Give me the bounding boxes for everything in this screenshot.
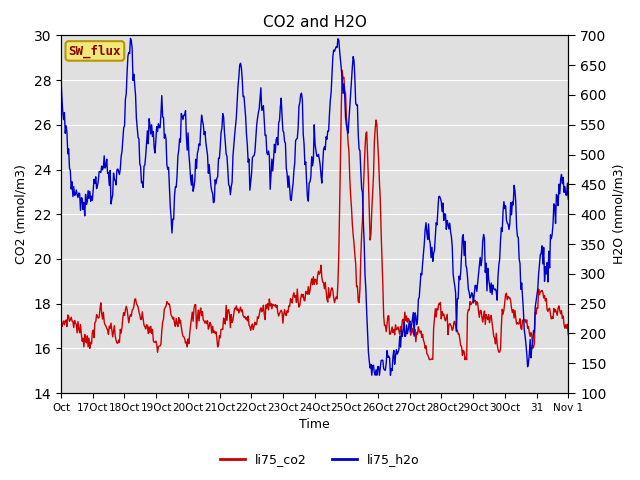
- li75_h2o: [287, 198, 295, 204]
- Y-axis label: CO2 (mmol/m3): CO2 (mmol/m3): [15, 164, 28, 264]
- li75_h2o: [188, 172, 196, 178]
- li75_co2: [147, 324, 155, 329]
- li75_co2: [441, 316, 449, 322]
- Text: SW_flux: SW_flux: [68, 44, 121, 58]
- X-axis label: Time: Time: [300, 419, 330, 432]
- li75_co2: [426, 357, 433, 362]
- li75_h2o: [441, 211, 449, 217]
- li75_h2o: [148, 122, 156, 128]
- li75_co2: [397, 324, 404, 329]
- li75_h2o: [57, 77, 65, 83]
- li75_h2o: [397, 328, 405, 334]
- Y-axis label: H2O (mmol/m3): H2O (mmol/m3): [612, 164, 625, 264]
- li75_co2: [339, 67, 346, 73]
- li75_h2o: [564, 196, 572, 202]
- li75_co2: [57, 316, 65, 322]
- li75_co2: [287, 296, 294, 301]
- Legend: li75_co2, li75_h2o: li75_co2, li75_h2o: [215, 448, 425, 471]
- Title: CO2 and H2O: CO2 and H2O: [262, 15, 367, 30]
- li75_co2: [564, 332, 572, 337]
- li75_h2o: [357, 168, 365, 174]
- li75_h2o: [368, 372, 376, 378]
- Line: li75_co2: li75_co2: [61, 70, 568, 360]
- Line: li75_h2o: li75_h2o: [61, 38, 568, 375]
- li75_co2: [188, 316, 195, 322]
- li75_h2o: [127, 36, 134, 41]
- li75_co2: [357, 254, 365, 260]
